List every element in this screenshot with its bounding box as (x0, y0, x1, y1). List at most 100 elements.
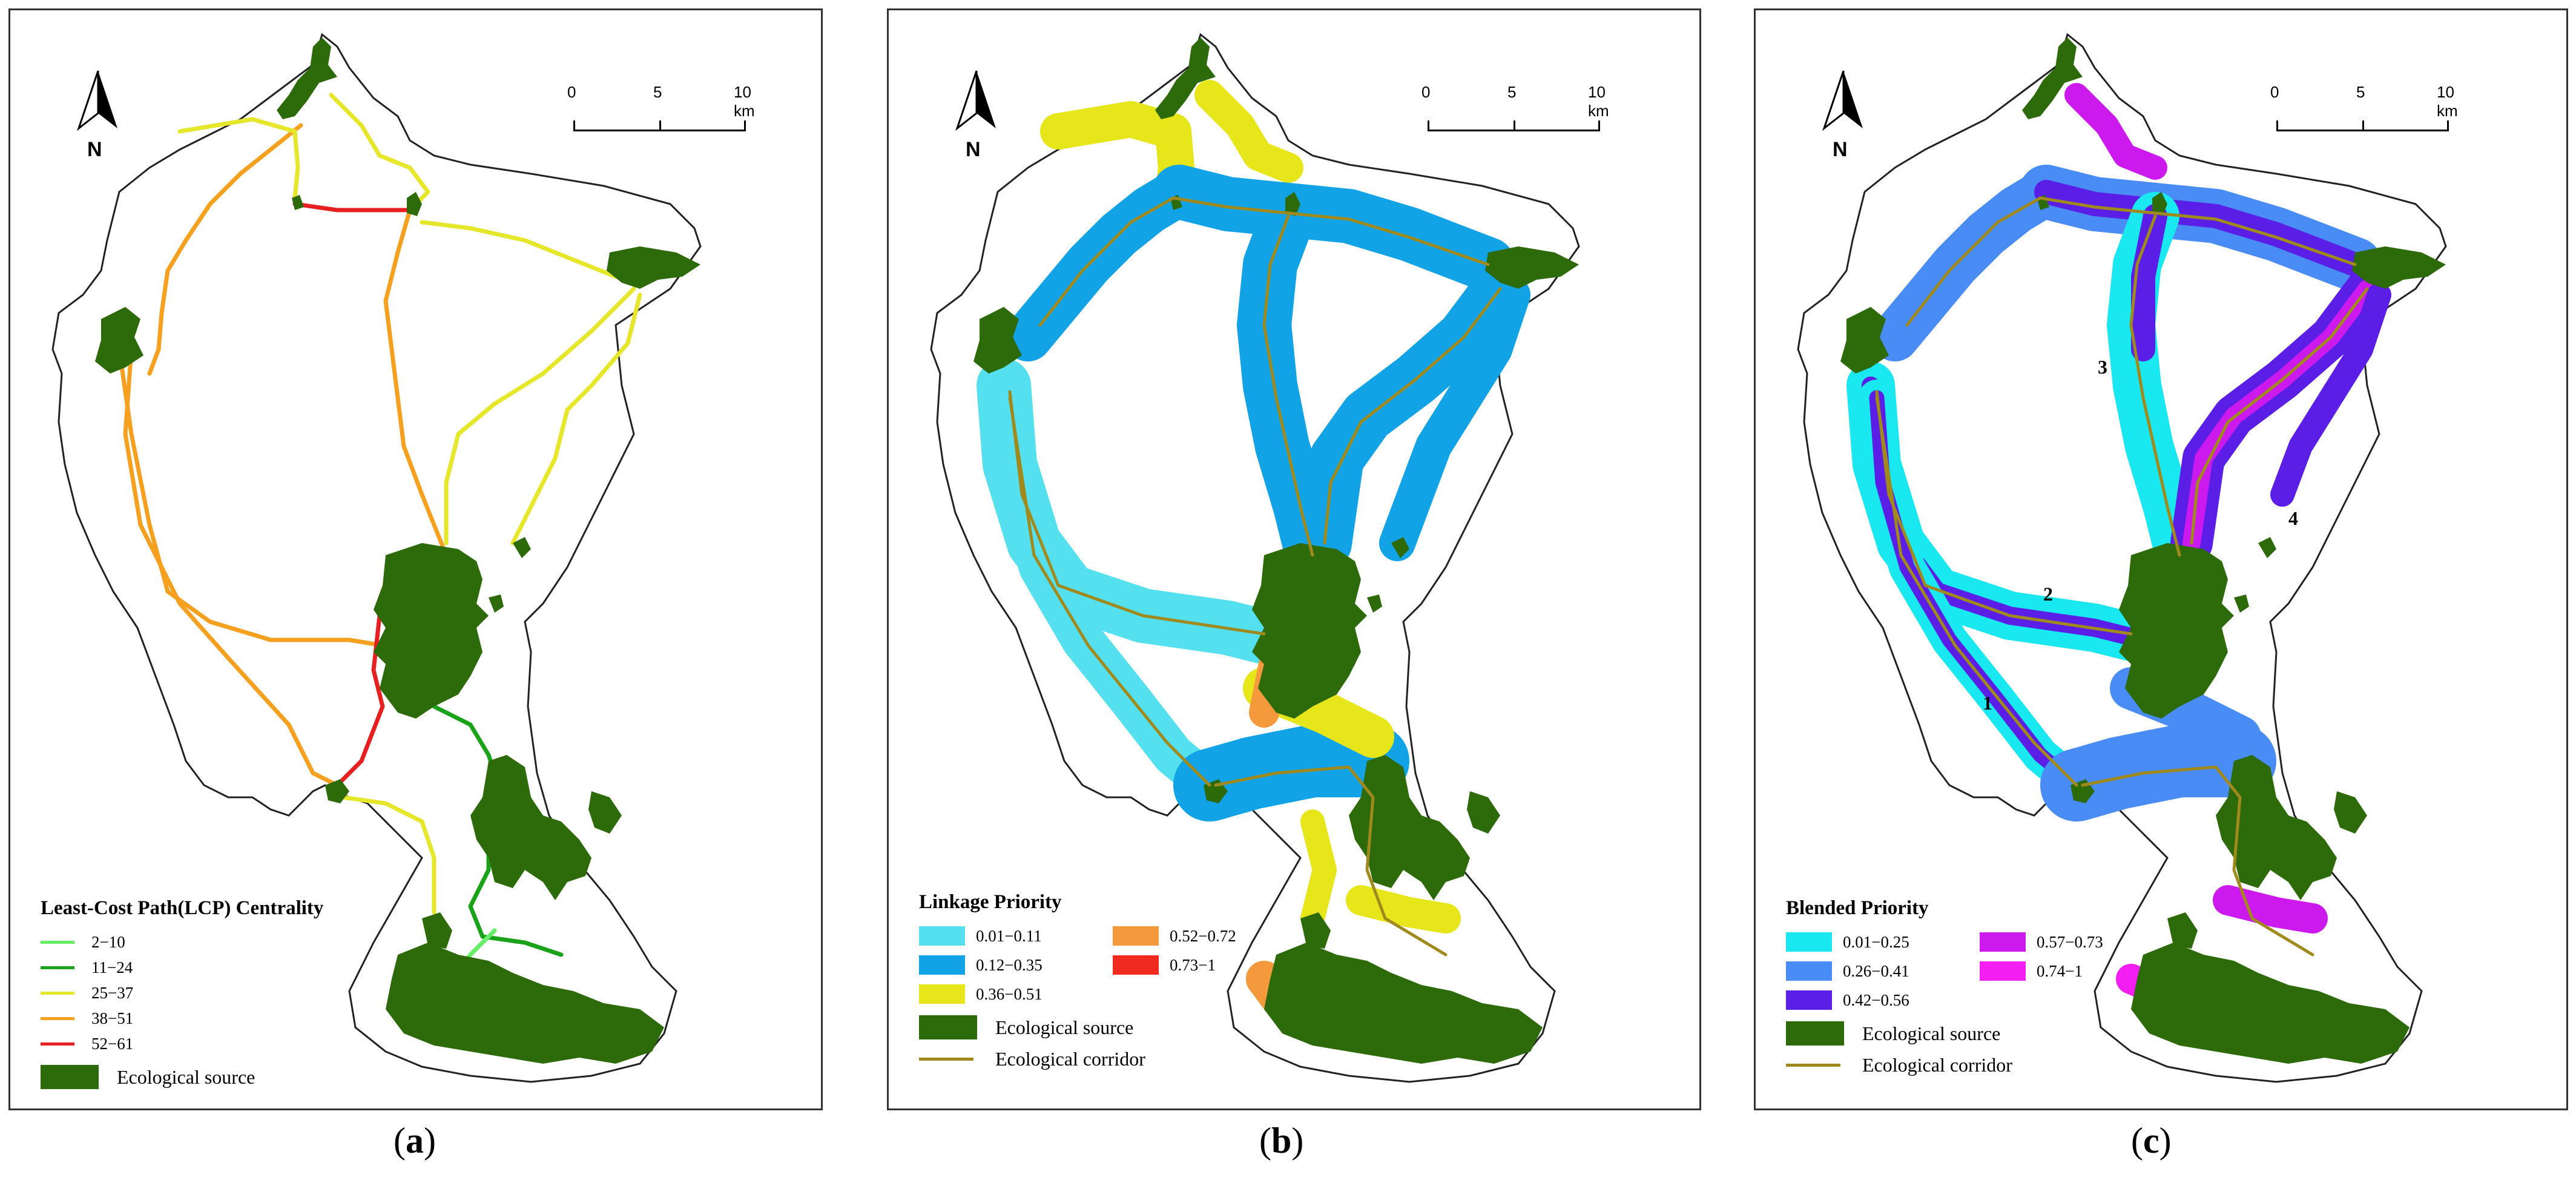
legend-swatch (1786, 990, 1832, 1010)
source-swatch (919, 1015, 977, 1039)
legend-item: 0.42−0.56 (1786, 987, 1980, 1013)
corridor-line (1008, 396, 1211, 787)
scale-tick-10: 10 km (1588, 83, 1609, 120)
caption-close: ) (2159, 1121, 2172, 1161)
corridor-band (1194, 80, 1303, 183)
corridor-band (2064, 83, 2167, 180)
legend-item: 2−10 (41, 929, 323, 955)
legend-swatch (1980, 932, 2026, 952)
corridor-band (1173, 725, 1409, 822)
lcp-path (383, 208, 449, 558)
lcp-path (510, 292, 642, 545)
corridor-swatch (919, 1058, 973, 1061)
route-label-3: 3 (2098, 356, 2107, 378)
legend-item: 0.74−1 (1980, 958, 2173, 984)
lcp-path (147, 123, 303, 376)
north-label: N (87, 138, 102, 161)
corridor-line (1323, 287, 1502, 545)
caption-open: ( (394, 1121, 406, 1161)
source-swatch (1786, 1021, 1844, 1046)
corridor-line (1008, 390, 1266, 636)
legend-swatch (919, 955, 965, 975)
legend-label: 38−51 (91, 1009, 134, 1027)
legend-label: 0.57−0.73 (2037, 932, 2103, 951)
corridor-line (1905, 196, 2042, 327)
legend-swatch (41, 966, 74, 969)
corridor-line (1214, 765, 1448, 957)
north-arrow: N (1819, 68, 1868, 161)
legend-label: 0.42−0.56 (1843, 990, 1909, 1009)
caption-open: ( (2131, 1121, 2143, 1161)
scale-bar: 0 5 10 km (2264, 83, 2458, 150)
corridor-band (1346, 885, 1461, 934)
map-panel-a: N 0 5 10 km Least-Cost Path(LCP) Central… (8, 8, 823, 1110)
legend-label: Ecological corridor (995, 1048, 1145, 1070)
legend-label: 0.01−0.25 (1843, 932, 1909, 951)
caption-b: (b) (1259, 1120, 1303, 1162)
legend-label: Ecological source (995, 1016, 1134, 1038)
legend-swatch (41, 1042, 74, 1046)
legend-item: 38−51 (41, 1006, 323, 1031)
lcp-path (117, 347, 388, 648)
corridor-band (2040, 725, 2276, 822)
corridor-line (1038, 196, 1175, 327)
legend-title: Least-Cost Path(LCP) Centrality (41, 897, 324, 919)
corridor-line (2081, 765, 2314, 957)
corridor-line (2190, 287, 2369, 545)
ecological-corridors (1875, 196, 2369, 957)
lcp-path (341, 795, 436, 915)
legend-swatch (919, 984, 965, 1004)
route-label-2: 2 (2043, 583, 2053, 605)
legend-swatch (1980, 961, 2026, 981)
map-panel-c: 1 2 3 4 N 0 5 10 km Blended Priority 0.0… (1754, 8, 2568, 1110)
legend-item: 0.12−0.35 (919, 952, 1113, 978)
blended-priority-map: 1 2 3 4 (1797, 33, 2447, 1083)
scale-tick-10: 10 km (2437, 83, 2458, 120)
scale-tick-0: 0 (1421, 83, 1431, 101)
legend-grid: 0.01−0.25 0.57−0.73 0.26−0.41 0.74−1 0.4… (1786, 929, 2173, 1013)
legend-label: 0.74−1 (2037, 961, 2083, 980)
legend-source: Ecological source (1786, 1021, 2173, 1046)
legend-swatch (41, 991, 74, 995)
scale-tick-5: 5 (2356, 83, 2365, 101)
corridor-swatch (1786, 1064, 1840, 1067)
legend-title: Blended Priority (1786, 897, 1929, 919)
legend-label: 11−24 (91, 958, 133, 977)
caption-a: (a) (394, 1120, 436, 1162)
lcp-centrality-map (51, 33, 702, 1083)
legend-swatch (1113, 926, 1159, 946)
legend-label: 25−37 (91, 983, 134, 1002)
north-arrow-icon (76, 70, 117, 131)
legend-item: 52−61 (41, 1031, 323, 1056)
legend-item: 0.57−0.73 (1980, 929, 2173, 955)
corridor-band (2270, 283, 2391, 507)
north-arrow: N (952, 68, 1001, 161)
lcp-path (177, 117, 300, 200)
caption-c: (c) (2131, 1120, 2172, 1162)
corridor-line (1875, 396, 2078, 787)
caption-letter: c (2143, 1121, 2159, 1161)
legend-corridor: Ecological corridor (1786, 1054, 2173, 1076)
scale-tick-5: 5 (653, 83, 662, 101)
corridor-band (2213, 885, 2328, 934)
caption-letter: b (1271, 1121, 1292, 1161)
north-arrow-icon (955, 70, 996, 131)
legend-label: 2−10 (91, 932, 125, 951)
scale-tick-5: 5 (1507, 83, 1517, 101)
legend-source: Ecological source (41, 1065, 323, 1089)
corridor-band (2034, 180, 2367, 277)
corridor-band (1152, 165, 1515, 292)
legend-swatch (41, 940, 74, 944)
corridor-band (1379, 277, 1530, 561)
legend-label: 0.01−0.11 (976, 926, 1042, 945)
corridor-band (2131, 204, 2167, 361)
corridor-line (1171, 196, 1490, 266)
lcp-path (329, 93, 430, 206)
lcp-path (292, 202, 409, 212)
legend-item: 0.01−0.11 (919, 923, 1113, 949)
lcp-path (444, 286, 636, 545)
scale-bar: 0 5 10 km (1415, 83, 1609, 150)
legend-item: 25−37 (41, 980, 323, 1006)
legend-source: Ecological source (919, 1015, 1306, 1039)
legend-corridor: Ecological corridor (919, 1048, 1306, 1070)
